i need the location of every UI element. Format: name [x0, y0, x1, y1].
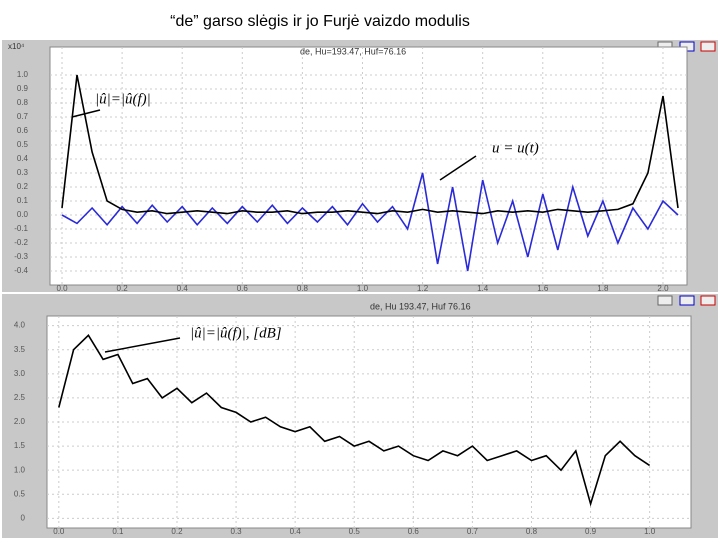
x-tick-label: 1.0 — [644, 527, 656, 536]
arrows — [71, 109, 477, 353]
tool-button[interactable] — [679, 295, 695, 306]
y-tick-label: -0.2 — [14, 238, 28, 247]
x-tick-label: 0.0 — [56, 284, 68, 293]
x-tick-label: 0.2 — [117, 284, 129, 293]
y-tick-label: 2.5 — [14, 393, 26, 402]
y-tick-label: 3.5 — [14, 345, 26, 354]
y-tick-label: 0.1 — [17, 196, 29, 205]
x-tick-label: 0.6 — [237, 284, 249, 293]
window-title: de, Hu 193.47, Huf 76.16 — [370, 301, 471, 311]
y-tick-label: 1.0 — [17, 70, 29, 79]
y-tick-label: 0.8 — [17, 98, 29, 107]
y-tick-label: 3.0 — [14, 369, 26, 378]
y-tick-label: 0.2 — [17, 182, 29, 191]
y-tick-label: 0.6 — [17, 126, 29, 135]
x-tick-label: 0.1 — [112, 527, 124, 536]
x-tick-label: 1.0 — [357, 284, 369, 293]
x-tick-label: 0.4 — [177, 284, 189, 293]
y-tick-label: 0.3 — [17, 168, 29, 177]
y-tick-label: 0.5 — [17, 140, 29, 149]
y-tick-label: 2.0 — [14, 417, 26, 426]
y-tick-label: 0.9 — [17, 84, 29, 93]
y-tick-label: 0.0 — [17, 210, 29, 219]
annotation: |û|=|û(f)| — [95, 91, 151, 107]
data-line — [58, 334, 651, 507]
x-tick-label: 0.3 — [231, 527, 243, 536]
x-tick-label: 1.8 — [597, 284, 609, 293]
x-tick-label: 0.7 — [467, 527, 479, 536]
data-line — [61, 74, 679, 215]
x-tick-label: 0.4 — [290, 527, 302, 536]
tool-button[interactable] — [657, 295, 673, 306]
slide-title: “de” garso slėgis ir jo Furjė vaizdo mod… — [170, 13, 470, 30]
x-tick-label: 0.0 — [53, 527, 65, 536]
annotation: u = u(t) — [492, 140, 539, 156]
y-tick-label: -0.3 — [14, 252, 28, 261]
y-tick-label: 0.5 — [14, 489, 26, 498]
arrow — [104, 337, 181, 353]
y-tick-label: 0 — [21, 513, 26, 522]
tool-button[interactable] — [700, 295, 716, 306]
y-tick-label: -0.4 — [14, 266, 28, 275]
annotation: |û|=|û(f)|, [dB] — [190, 325, 282, 341]
x-tick-label: 0.8 — [297, 284, 309, 293]
x-tick-label: 0.5 — [349, 527, 361, 536]
arrow — [439, 155, 477, 181]
x-tick-label: 0.2 — [171, 527, 183, 536]
x-tick-label: 1.2 — [417, 284, 429, 293]
y-tick-label: -0.1 — [14, 224, 28, 233]
x-tick-label: 1.4 — [477, 284, 489, 293]
arrow — [71, 109, 101, 118]
y-tick-label: 0.4 — [17, 154, 29, 163]
window-title: de, Hu=193.47, Huf=76.16 — [300, 46, 406, 56]
x-tick-label: 0.9 — [585, 527, 597, 536]
y-tick-label: 1.0 — [14, 465, 26, 474]
x-tick-label: 0.6 — [408, 527, 420, 536]
y-multiplier: x10⁴ — [8, 42, 25, 51]
plots: de, Hu=193.47, Huf=76.16 x10⁴ -0.4 -0.3 -0.2… — [8, 42, 692, 536]
x-tick-label: 0.8 — [526, 527, 538, 536]
y-tick-label: 4.0 — [14, 321, 26, 330]
x-tick-label: 1.6 — [537, 284, 549, 293]
tool-button[interactable] — [700, 41, 716, 52]
y-tick-label: 1.5 — [14, 441, 26, 450]
y-tick-label: 0.7 — [17, 112, 29, 121]
x-tick-label: 2.0 — [657, 284, 669, 293]
plot-area — [49, 46, 688, 286]
